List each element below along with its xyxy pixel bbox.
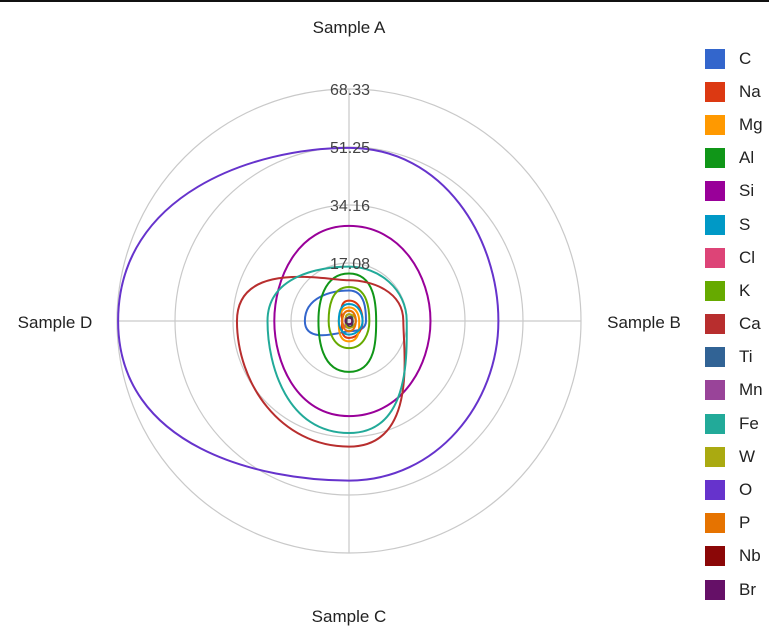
legend-label: Cl — [739, 247, 756, 267]
tick-label: 51.25 — [330, 140, 370, 157]
legend-item-s[interactable]: S — [705, 208, 769, 241]
legend-swatch — [705, 579, 725, 600]
legend-item-al[interactable]: Al — [705, 142, 769, 175]
legend-swatch — [705, 446, 725, 467]
legend-item-w[interactable]: W — [705, 440, 769, 473]
legend-swatch — [705, 413, 725, 434]
axis-label-sample-c: Sample C — [312, 607, 387, 626]
legend-label: Mg — [739, 114, 763, 134]
legend-label: Al — [739, 148, 755, 168]
axis-label-sample-d: Sample D — [18, 313, 93, 332]
axis-label-sample-a: Sample A — [313, 18, 386, 37]
legend-item-c[interactable]: C — [705, 42, 769, 75]
tick-label: 17.08 — [330, 256, 370, 273]
legend-label: Br — [739, 579, 756, 599]
legend-swatch — [705, 280, 725, 301]
legend-swatch — [705, 81, 725, 102]
legend-swatch — [705, 347, 725, 368]
tick-label: 0 — [346, 314, 355, 331]
legend-label: S — [739, 214, 751, 234]
legend-swatch — [705, 380, 725, 401]
legend-swatch — [705, 314, 725, 335]
legend-label: P — [739, 513, 751, 533]
legend-item-k[interactable]: K — [705, 274, 769, 307]
legend-item-si[interactable]: Si — [705, 175, 769, 208]
series-br — [344, 316, 354, 326]
legend-item-nb[interactable]: Nb — [705, 540, 769, 573]
legend-label: W — [739, 446, 756, 466]
legend-label: C — [739, 48, 752, 68]
series-si — [273, 224, 432, 418]
legend-label: Mn — [739, 380, 763, 400]
legend-label: Ca — [739, 314, 761, 334]
legend-swatch — [705, 214, 725, 235]
series-k — [327, 286, 371, 350]
legend-swatch — [705, 513, 725, 534]
legend-item-na[interactable]: Na — [705, 75, 769, 108]
radar-axis-labels: Sample A Sample B Sample C Sample D — [18, 18, 681, 626]
legend-item-mg[interactable]: Mg — [705, 108, 769, 141]
radar-series — [117, 146, 500, 482]
legend-swatch — [705, 114, 725, 135]
legend-item-o[interactable]: O — [705, 473, 769, 506]
legend-label: Fe — [739, 413, 759, 433]
legend-item-cl[interactable]: Cl — [705, 241, 769, 274]
legend-label: Nb — [739, 546, 761, 566]
legend-swatch — [705, 181, 725, 202]
legend-swatch — [705, 247, 725, 268]
legend-item-ca[interactable]: Ca — [705, 308, 769, 341]
axis-label-sample-b: Sample B — [607, 313, 681, 332]
series-al — [317, 272, 378, 373]
legend-item-ti[interactable]: Ti — [705, 341, 769, 374]
tick-label: 34.16 — [330, 198, 370, 215]
legend-label: Si — [739, 181, 755, 201]
series-p — [341, 309, 357, 333]
radar-tick-labels: 0 17.08 34.16 51.25 68.33 — [330, 82, 370, 331]
series-o — [117, 146, 500, 482]
legend-item-br[interactable]: Br — [705, 573, 769, 606]
top-border — [0, 0, 769, 2]
legend-item-fe[interactable]: Fe — [705, 407, 769, 440]
series-ca — [235, 275, 406, 448]
legend-label: K — [739, 280, 751, 300]
legend-label: O — [739, 480, 753, 500]
legend-item-p[interactable]: P — [705, 507, 769, 540]
series-s — [337, 303, 364, 336]
tick-label: 68.33 — [330, 82, 370, 99]
legend-swatch — [705, 48, 725, 69]
legend-swatch — [705, 148, 725, 169]
legend-label: Na — [739, 81, 761, 101]
legend-item-mn[interactable]: Mn — [705, 374, 769, 407]
legend-swatch — [705, 546, 725, 567]
legend-label: Ti — [739, 347, 753, 367]
legend-swatch — [705, 480, 725, 501]
chart-legend: C Na Mg Al Si S Cl K Ca Ti Mn Fe W O P Nb Br — [705, 42, 769, 606]
series-fe — [266, 265, 408, 435]
